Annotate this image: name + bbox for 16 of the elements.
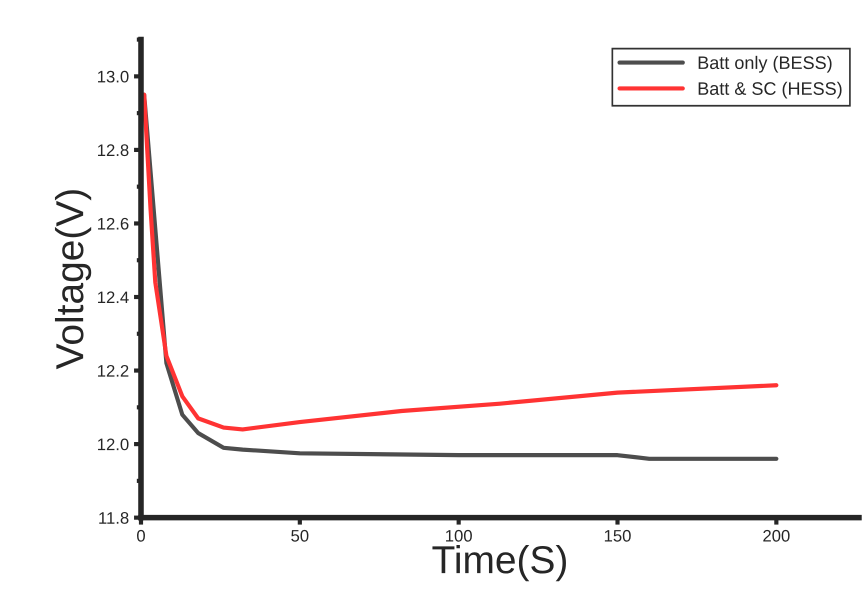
y-tick-label: 12.2 <box>98 364 128 377</box>
y-tick-label: 12.4 <box>98 291 129 304</box>
legend-label: Batt & SC (HESS) <box>698 82 842 99</box>
x-tick-label: 150 <box>604 530 631 542</box>
x-tick-label: 0 <box>137 530 145 542</box>
x-tick-label: 200 <box>763 530 790 542</box>
y-tick-label: 12.0 <box>98 438 129 450</box>
y-tick-label: 12.6 <box>98 218 128 230</box>
x-tick-label: 50 <box>291 530 308 542</box>
legend-label: Batt only (BESS) <box>698 56 832 73</box>
y-axis-title: Voltage(V) <box>54 190 92 370</box>
y-tick-label: 11.8 <box>99 512 128 524</box>
y-tick-label: 13.0 <box>98 70 129 83</box>
x-axis-title: Time(S) <box>432 544 566 582</box>
y-tick-label: 12.8 <box>98 144 128 156</box>
x-tick-label: 100 <box>446 530 472 542</box>
